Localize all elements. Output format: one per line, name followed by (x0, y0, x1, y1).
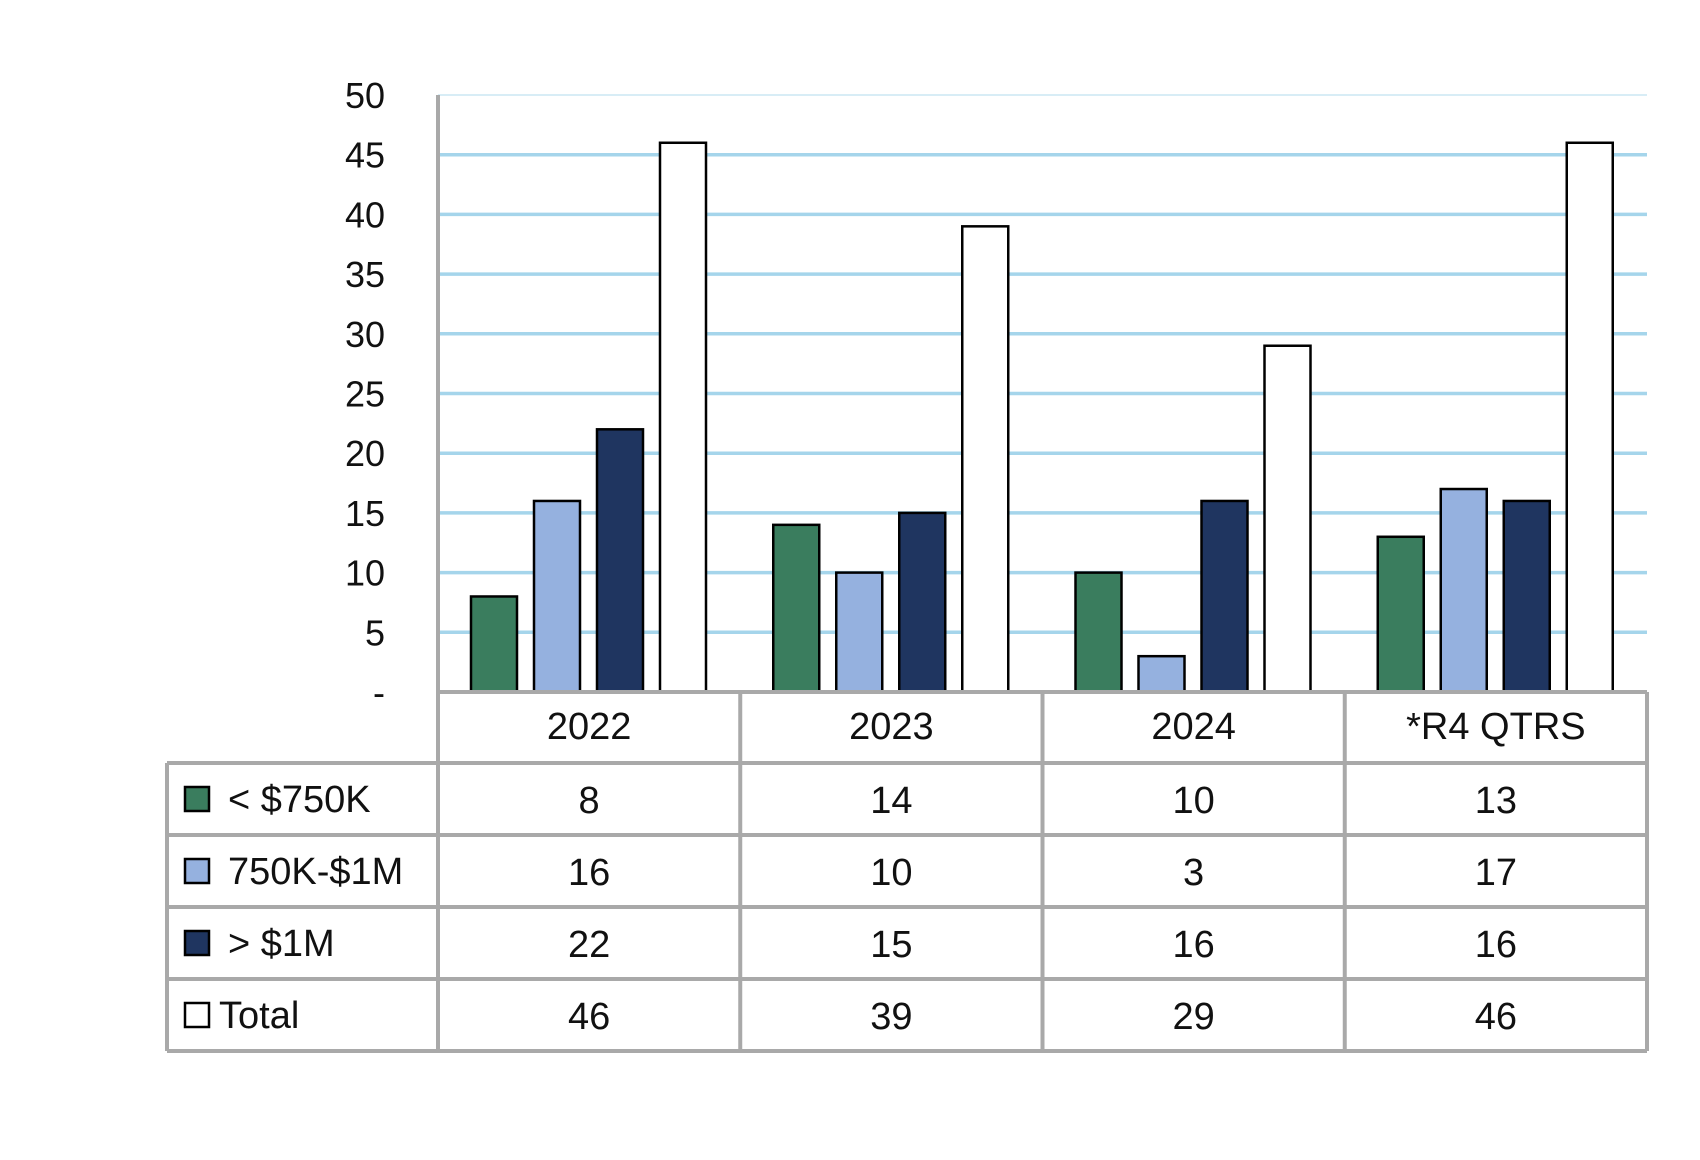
bars (469, 141, 1614, 694)
bar-4-3 (1263, 344, 1312, 694)
y-tick-label: 35 (345, 254, 385, 295)
bar-1-1 (469, 595, 519, 694)
y-tick-label: 25 (345, 374, 385, 415)
bar-4-4 (1565, 141, 1614, 694)
y-tick-label: 20 (345, 433, 385, 474)
table-value: 10 (1172, 780, 1214, 822)
bar-4-1 (658, 141, 708, 694)
series-name-label: Total (219, 995, 299, 1037)
table-value: 16 (568, 852, 610, 894)
bar-1-3 (1074, 571, 1123, 694)
bar-4-2 (961, 225, 1010, 694)
bar-3-2 (898, 511, 947, 694)
bar-3-1 (595, 428, 645, 694)
y-tick-label: 5 (365, 612, 385, 653)
table-value: 29 (1172, 996, 1214, 1038)
y-tick-label: 40 (345, 194, 385, 235)
legend-key (183, 929, 211, 957)
table-value: 15 (870, 924, 912, 966)
category-label: 2024 (1151, 706, 1236, 748)
bar-1-2 (772, 523, 821, 694)
series-name-label: 750K-$1M (228, 851, 403, 893)
category-label: 2023 (849, 706, 934, 748)
y-tick-label: 30 (345, 314, 385, 355)
bar-3-4 (1502, 499, 1551, 694)
table-value: 8 (579, 780, 600, 822)
table-value: 46 (1475, 996, 1517, 1038)
y-tick-label: 45 (345, 135, 385, 176)
bar-2-1 (532, 499, 582, 694)
series-name-label: > $1M (228, 923, 335, 965)
y-tick-label: 50 (345, 75, 385, 116)
table-value: 14 (870, 780, 912, 822)
y-tick-label: - (373, 672, 385, 713)
table-value: 22 (568, 924, 610, 966)
table-value: 17 (1475, 852, 1517, 894)
category-label: *R4 QTRS (1406, 706, 1585, 748)
table-value: 3 (1183, 852, 1204, 894)
y-tick-label: 15 (345, 493, 385, 534)
table-value: 10 (870, 852, 912, 894)
table-value: 46 (568, 996, 610, 1038)
bar-2-3 (1137, 654, 1186, 694)
bar-3-3 (1200, 499, 1249, 694)
bar-2-2 (835, 571, 884, 694)
table-value: 13 (1475, 780, 1517, 822)
table-value: 16 (1172, 924, 1214, 966)
table-value: 39 (870, 996, 912, 1038)
legend-key (183, 1001, 211, 1029)
bar-1-4 (1376, 535, 1425, 694)
table-value: 16 (1475, 924, 1517, 966)
axes: - 5 10 15 20 25 30 35 40 45 50 (345, 75, 440, 713)
bar-2-4 (1439, 487, 1488, 694)
legend-key (183, 857, 211, 885)
category-label: 2022 (547, 706, 632, 748)
data-table: 2022 2023 2024 *R4 QTRS < $750K 8 14 10 13 750K-$… (165, 690, 1649, 1053)
legend-key (183, 785, 211, 813)
series-name-label: < $750K (228, 779, 371, 821)
y-tick-label: 10 (345, 553, 385, 594)
